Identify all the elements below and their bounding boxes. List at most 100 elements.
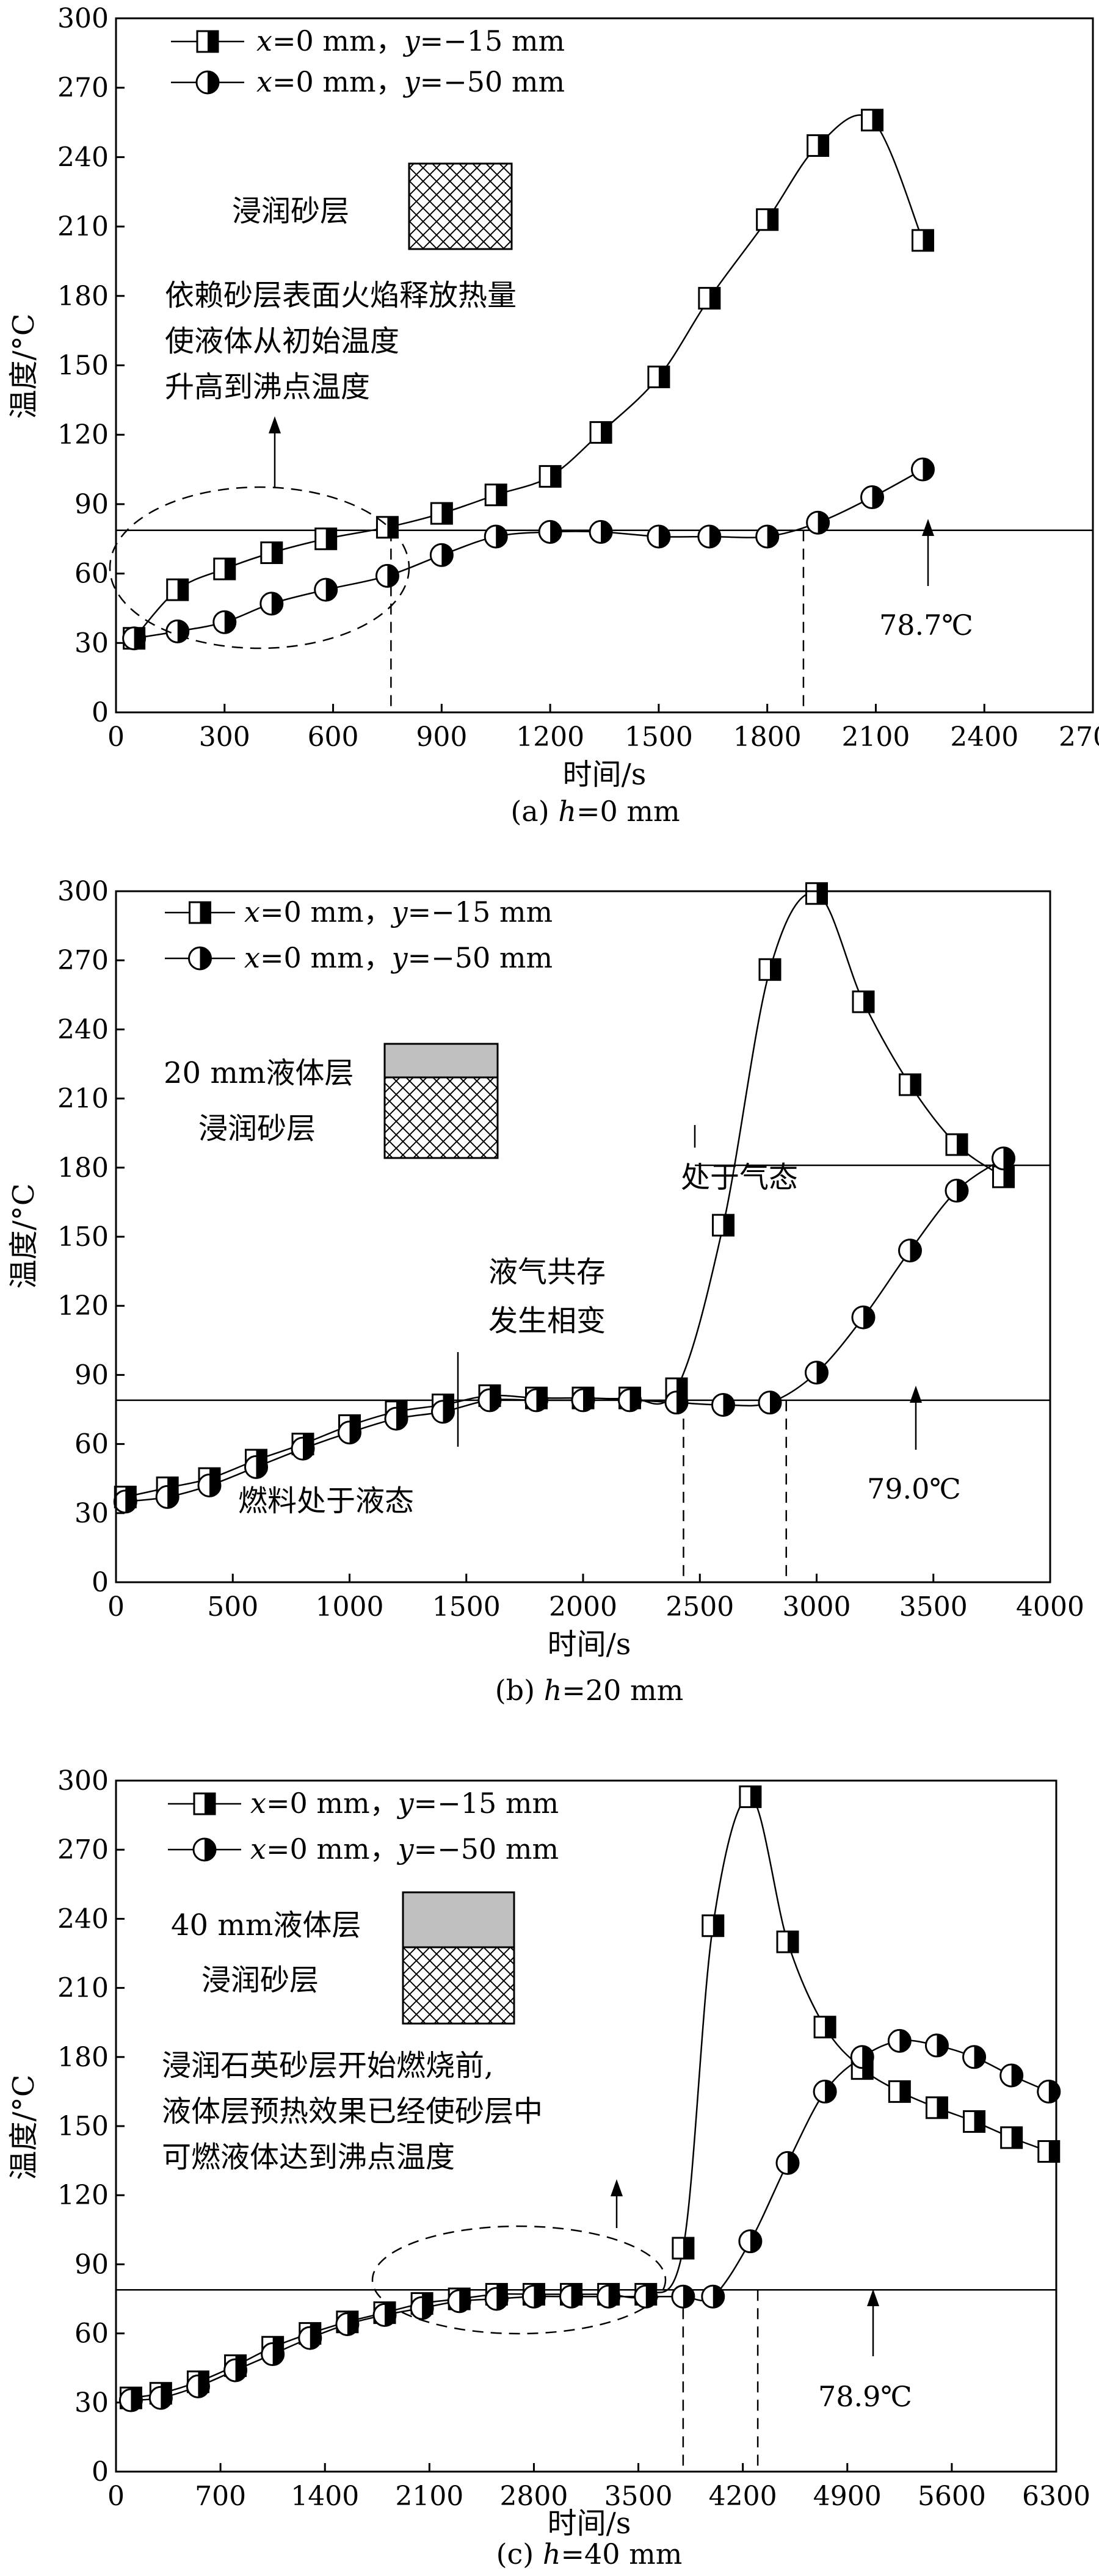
- data-point-y15: [698, 287, 721, 310]
- panel-c: 0 700 1400 2100 2800 3500 4200 4900 5600 6300 0 30 6…: [7, 1765, 1090, 2571]
- marker-square-fill: [208, 31, 218, 52]
- marker-square-fill: [658, 366, 669, 388]
- liquid-layer-label: 20 mm液体层: [164, 1056, 354, 1090]
- y-tick-label: 30: [74, 628, 109, 659]
- x-tick-label: 2800: [499, 2481, 568, 2512]
- marker-circle-fill: [910, 1239, 921, 1262]
- data-point-y50: [122, 626, 147, 651]
- y-tick-label: 300: [57, 3, 109, 34]
- marker-square-fill: [496, 484, 507, 505]
- marker-square-fill: [910, 1074, 921, 1095]
- marker-circle-fill: [550, 521, 562, 543]
- marker-square-fill: [974, 2111, 985, 2132]
- heat-annotation-line-1: 依赖砂层表面火焰释放热量: [165, 278, 517, 313]
- legend-marker: [192, 1837, 217, 1862]
- marker-circle-fill: [272, 2343, 284, 2365]
- panel-b-xlabel: 时间/s: [548, 1627, 631, 1662]
- y-tick-label: 0: [92, 697, 109, 728]
- y-tick-label: 90: [74, 2249, 109, 2280]
- data-point-y50: [806, 510, 830, 535]
- legend-entry-2: x=0 mm，y=−50 mm: [250, 1833, 559, 1865]
- data-point-y50: [589, 519, 613, 544]
- y-tick-label: 0: [92, 2456, 109, 2487]
- liquid-layer-swatch: [383, 1043, 499, 1079]
- data-point-y50: [375, 563, 399, 588]
- data-point-y50: [244, 1455, 268, 1479]
- marker-square-fill: [441, 503, 452, 524]
- panel-c-label: (c) h=40 mm: [496, 2538, 683, 2571]
- data-point-y50: [429, 543, 454, 567]
- marker-circle-fill: [134, 627, 145, 649]
- x-tick-label: 300: [199, 722, 250, 753]
- marker-square-fill: [723, 1215, 734, 1236]
- marker-square-fill: [205, 1793, 215, 1814]
- data-point-y50: [197, 1474, 222, 1498]
- preheat-annotation-line-1: 浸润石英砂层开始燃烧前,: [162, 2049, 493, 2083]
- x-tick-label: 600: [308, 722, 359, 753]
- data-point-y50: [664, 1391, 689, 1415]
- data-point-y50: [484, 524, 508, 549]
- data-point-y50: [618, 1388, 642, 1413]
- data-point-y15: [647, 365, 670, 388]
- marker-circle-fill: [224, 611, 236, 634]
- sand-layer-swatch: [383, 1076, 499, 1159]
- panel-b-series: [113, 882, 1015, 1514]
- marker-circle-fill: [459, 2290, 471, 2312]
- marker-circle-fill: [923, 458, 934, 481]
- data-point-y50: [291, 1436, 315, 1461]
- marker-circle-fill: [713, 2285, 724, 2308]
- data-point-y50: [223, 2358, 248, 2382]
- series-line-y50: [134, 468, 924, 639]
- x-tick-label: 2500: [666, 1591, 734, 1623]
- marker-circle-fill: [198, 2375, 209, 2398]
- data-point-y50: [298, 2326, 322, 2350]
- y-tick-label: 240: [57, 1903, 109, 1934]
- data-point-y50: [314, 577, 338, 602]
- panel-b-plot-frame: [115, 890, 1051, 1583]
- data-point-y50: [155, 1485, 180, 1509]
- marker-circle-fill: [676, 1391, 687, 1414]
- data-point-y15: [539, 465, 562, 488]
- heat-annotation-line-2: 使液体从初始温度: [165, 324, 399, 358]
- marker-square-fill: [750, 1786, 761, 1807]
- marker-circle-fill: [209, 1474, 220, 1497]
- marker-circle-fill: [629, 1389, 641, 1411]
- marker-circle-fill: [770, 1391, 781, 1414]
- y-tick-label: 180: [57, 2042, 109, 2073]
- panel-a-xlabel: 时间/s: [563, 758, 647, 792]
- panel-a: 0 300 600 900 1200 1500 1800 2100 2400 2700 0 30 60 9…: [7, 3, 1099, 828]
- marker-circle-fill: [396, 1408, 407, 1430]
- marker-circle-fill: [441, 544, 453, 566]
- panel-c-ticks: 0 700 1400 2100 2800 3500 4200 4900 5600 6300 0 30 6…: [57, 1765, 1090, 2512]
- reference-label: 78.7℃: [879, 609, 973, 642]
- y-tick-label: 210: [57, 1973, 109, 2004]
- x-tick-label: 1000: [316, 1591, 384, 1623]
- y-tick-label: 270: [57, 1834, 109, 1865]
- marker-circle-fill: [200, 947, 211, 969]
- data-point-y50: [571, 1388, 595, 1413]
- y-tick-label: 60: [74, 2318, 109, 2350]
- data-point-y15: [314, 527, 338, 551]
- x-tick-label: 1800: [733, 722, 802, 753]
- legend-marker: [196, 30, 219, 53]
- x-tick-label: 500: [207, 1591, 258, 1623]
- data-point-y50: [992, 1146, 1015, 1171]
- marker-square-fill: [899, 2081, 910, 2102]
- data-point-y15: [899, 1073, 921, 1096]
- marker-square-fill: [325, 528, 336, 549]
- layer-inset: 40 mm液体层 浸润砂层: [171, 1891, 515, 2025]
- data-point-y50: [384, 1406, 408, 1431]
- data-point-y50: [945, 1179, 969, 1203]
- marker-square-fill: [937, 2097, 948, 2118]
- y-tick-label: 180: [57, 1152, 109, 1184]
- data-point-y50: [910, 457, 935, 482]
- sand-layer-label: 浸润砂层: [232, 194, 349, 228]
- marker-square-fill: [683, 2237, 694, 2259]
- marker-circle-fill: [177, 620, 189, 643]
- sand-layer-inset: 浸润砂层: [232, 162, 513, 250]
- panel-c-series: [118, 1785, 1061, 2412]
- panel-b-ylabel: 温度/°C: [7, 1184, 41, 1289]
- y-tick-label: 60: [74, 1429, 109, 1460]
- data-point-y50: [524, 1388, 548, 1413]
